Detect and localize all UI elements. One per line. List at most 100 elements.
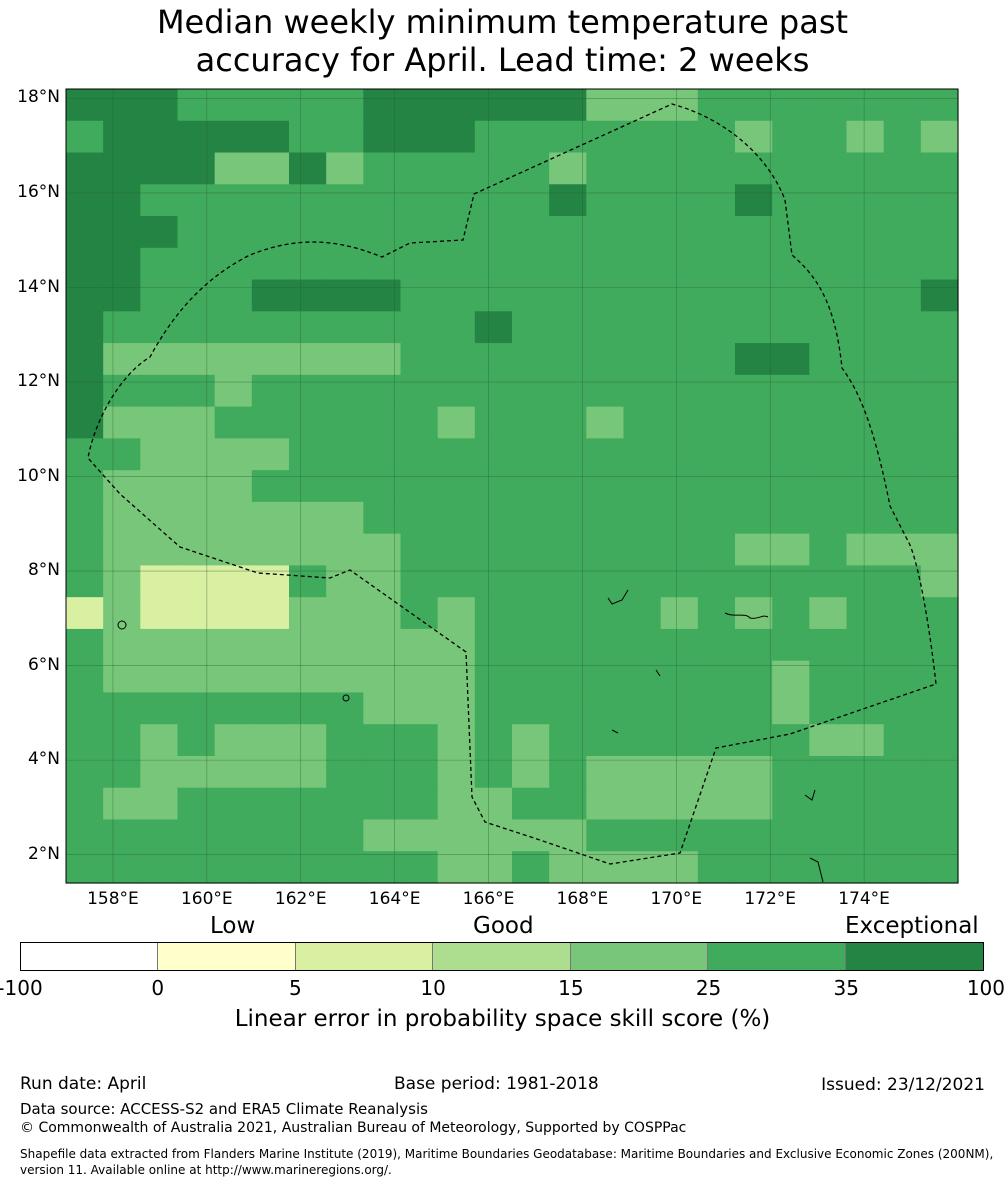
grid-cell [846, 851, 885, 884]
grid-cell [251, 216, 290, 249]
grid-cell [549, 851, 587, 884]
grid-cell [809, 343, 848, 376]
grid-cell [103, 184, 141, 217]
grid-cell [883, 311, 922, 344]
grid-cell [103, 216, 141, 249]
grid-cell [846, 597, 885, 630]
grid-cell [920, 152, 959, 185]
grid-cell [772, 470, 810, 503]
grid-cell [66, 247, 104, 281]
grid-cell [920, 692, 959, 725]
grid-cell [549, 692, 587, 725]
grid-cell [214, 184, 253, 217]
grid-cell [140, 597, 179, 630]
grid-cell [363, 311, 402, 344]
grid-cell [474, 89, 513, 122]
grid-cell [363, 216, 402, 249]
grid-cell [214, 470, 253, 503]
grid-cell [809, 724, 848, 757]
grid-cell [474, 470, 513, 503]
longitude-label: 168°E [556, 889, 609, 909]
grid-cell [400, 279, 439, 312]
grid-cell [140, 152, 179, 185]
grid-cell [103, 247, 141, 281]
grid-cell [474, 501, 513, 535]
map-frame [65, 88, 959, 884]
grid-cell [66, 787, 104, 821]
grid-cell [660, 470, 699, 503]
latitude-label: 8°N [27, 560, 60, 581]
grid-cell [512, 343, 550, 376]
grid-cell [549, 247, 587, 281]
grid-cell [66, 311, 104, 344]
grid-cell [809, 311, 848, 344]
grid-cell [251, 120, 290, 154]
grid-cell [177, 343, 216, 376]
grid-cell [177, 216, 216, 249]
grid-cell [437, 279, 476, 312]
grid-cell [697, 755, 736, 789]
grid-cell [735, 787, 773, 821]
grid-cell [697, 470, 736, 503]
grid-cell [103, 851, 141, 884]
grid-cell [772, 343, 810, 376]
grid-cell [697, 533, 736, 566]
grid-cell [326, 660, 364, 694]
grid-cell [846, 438, 885, 471]
grid-cell [437, 565, 476, 598]
grid-cell [549, 279, 587, 312]
longitude-label: 162°E [274, 889, 327, 909]
grid-cell [140, 438, 179, 471]
grid-cell [697, 565, 736, 598]
grid-cell [586, 152, 625, 185]
grid-cell [846, 819, 885, 852]
grid-cell [251, 819, 290, 852]
grid-cell [883, 819, 922, 852]
grid-cell [103, 724, 141, 757]
grid-cell [363, 501, 402, 535]
grid-cell [846, 311, 885, 344]
grid-cell [623, 692, 662, 725]
grid-cell [251, 660, 290, 694]
run-date: Run date: April [20, 1074, 147, 1094]
grid-cell [735, 89, 773, 122]
issued-date: Issued: 23/12/2021 [821, 1075, 985, 1095]
longitude-label: 170°E [650, 889, 703, 909]
grid-cell [883, 724, 922, 757]
grid-cell [326, 692, 364, 725]
colorbar-segment [845, 943, 983, 970]
grid-cell [251, 89, 290, 122]
grid-cell [586, 565, 625, 598]
grid-cell [772, 597, 810, 630]
grid-cell [772, 660, 810, 694]
grid-cell [474, 755, 513, 789]
grid-cell [660, 279, 699, 312]
grid-cell [103, 597, 141, 630]
grid-cell [437, 660, 476, 694]
grid-cell [251, 724, 290, 757]
grid-cell [326, 724, 364, 757]
grid-cell [289, 120, 327, 154]
grid-cell [326, 597, 364, 630]
grid-cell [289, 819, 327, 852]
island-outline [809, 857, 824, 883]
grid-cell [140, 279, 179, 312]
grid-cell [697, 819, 736, 852]
grid-cell [66, 628, 104, 662]
grid-cell [214, 597, 253, 630]
grid-cell [474, 660, 513, 694]
grid-cell [140, 660, 179, 694]
grid-cell [586, 787, 625, 821]
latitude-label: 2°N [27, 843, 60, 864]
grid-cell [363, 152, 402, 185]
grid-cell [474, 851, 513, 884]
grid-cell [400, 152, 439, 185]
colorbar-tick-label: 35 [833, 976, 859, 1000]
grid-cell [363, 787, 402, 821]
grid-cell [289, 89, 327, 122]
grid-cell [289, 279, 327, 312]
grid-cell [326, 184, 364, 217]
grid-cell [326, 311, 364, 344]
grid-cell [177, 311, 216, 344]
grid-cell [400, 470, 439, 503]
